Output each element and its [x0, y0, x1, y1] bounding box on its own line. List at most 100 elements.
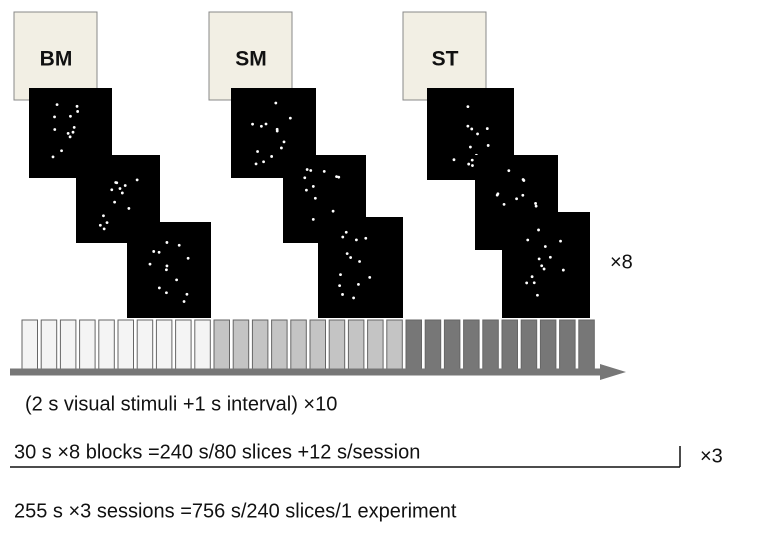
- point-light: [53, 115, 56, 119]
- point-light: [468, 145, 472, 149]
- point-light: [102, 214, 105, 218]
- point-light: [68, 135, 72, 139]
- point-light: [368, 275, 372, 279]
- point-light: [470, 127, 474, 131]
- trial-bar: [251, 319, 269, 371]
- condition-label: SM: [235, 48, 267, 71]
- time-arrow-head: [600, 364, 626, 380]
- point-light: [341, 293, 344, 296]
- trial-bar: [136, 319, 154, 371]
- point-light: [275, 129, 279, 133]
- trial-bar: [175, 319, 192, 371]
- point-light: [60, 149, 63, 153]
- point-light: [157, 286, 161, 290]
- trial-bar: [194, 319, 211, 371]
- point-light: [337, 175, 341, 179]
- trial-bar: [290, 319, 307, 371]
- point-light: [559, 239, 562, 243]
- point-light: [113, 200, 117, 204]
- point-light: [110, 188, 114, 192]
- point-light: [526, 238, 530, 242]
- trial-bar: [232, 319, 250, 371]
- stimulus-frame: [502, 212, 590, 318]
- point-light: [148, 262, 152, 266]
- point-light: [270, 155, 274, 158]
- point-light: [309, 169, 313, 172]
- point-light: [534, 204, 538, 208]
- point-light: [335, 175, 338, 179]
- point-light: [502, 202, 506, 206]
- point-light: [341, 235, 345, 239]
- point-light: [75, 104, 79, 108]
- point-light: [135, 178, 139, 182]
- trial-bar: [482, 319, 499, 371]
- point-light: [165, 268, 168, 272]
- point-light: [186, 256, 190, 260]
- point-light: [344, 230, 348, 234]
- point-light: [185, 292, 189, 296]
- point-light: [349, 256, 353, 259]
- point-light: [364, 236, 368, 240]
- point-light: [66, 132, 70, 135]
- point-light: [507, 169, 511, 173]
- point-light: [357, 282, 360, 286]
- condition-label: BM: [40, 48, 73, 71]
- point-light: [521, 193, 525, 197]
- point-light: [262, 160, 265, 164]
- trial-bar: [40, 319, 58, 371]
- point-light: [543, 245, 547, 248]
- condition-label: ST: [432, 48, 459, 71]
- trial-bar: [155, 319, 173, 371]
- point-light: [102, 227, 106, 231]
- trial-bar: [117, 319, 134, 371]
- point-light: [338, 284, 342, 288]
- condition-box: [402, 11, 487, 101]
- trial-bar: [501, 319, 518, 371]
- point-light: [466, 105, 470, 109]
- trial-bar: [271, 319, 288, 371]
- point-light: [264, 122, 268, 126]
- point-light: [467, 162, 471, 166]
- point-light: [177, 243, 181, 247]
- point-light: [115, 181, 119, 185]
- point-light: [561, 268, 565, 272]
- point-light: [251, 122, 254, 126]
- point-light: [530, 275, 534, 279]
- trial-bar: [539, 319, 557, 371]
- point-light: [282, 140, 286, 144]
- point-light: [311, 217, 315, 221]
- trial-bar: [79, 319, 96, 371]
- point-light: [288, 116, 292, 120]
- point-light: [313, 196, 317, 200]
- point-light: [118, 187, 122, 190]
- point-light: [280, 146, 283, 150]
- trial-bar: [21, 319, 38, 371]
- point-light: [515, 197, 518, 201]
- trial-bars: [21, 319, 595, 371]
- trial-bar: [405, 319, 422, 371]
- point-light: [486, 144, 490, 147]
- point-light: [105, 221, 109, 225]
- point-light: [256, 150, 259, 153]
- trial-bar: [578, 319, 595, 371]
- point-light: [165, 291, 168, 295]
- point-light: [182, 300, 186, 303]
- point-light: [165, 264, 169, 268]
- trial-bar: [520, 319, 538, 371]
- point-light: [303, 176, 307, 180]
- repeat-blocks: ×8: [610, 251, 633, 273]
- trial-bar: [386, 319, 403, 371]
- point-light: [537, 228, 540, 232]
- point-light: [339, 273, 342, 276]
- point-light: [522, 179, 526, 182]
- trial-bar: [328, 319, 346, 371]
- trial-note: (2 s visual stimuli +1 s interval) ×10: [25, 393, 337, 415]
- point-light: [452, 158, 456, 162]
- trial-bar: [463, 319, 480, 371]
- point-light: [120, 191, 124, 195]
- stimulus-frame: [127, 222, 211, 318]
- point-light: [55, 103, 59, 107]
- trial-bar: [443, 319, 461, 371]
- point-light: [254, 162, 258, 166]
